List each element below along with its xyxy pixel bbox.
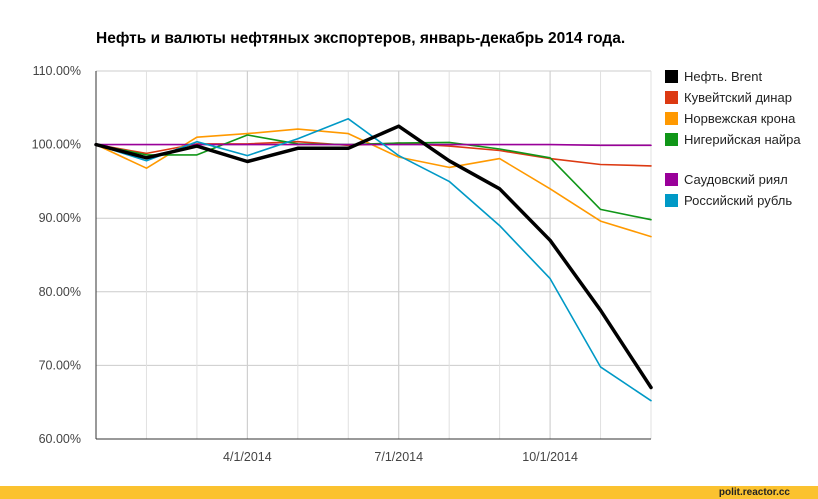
watermark: polit.reactor.cc [718,487,790,498]
x-tick-label: 10/1/2014 [522,450,578,464]
legend-label: Российский рубль [684,193,793,208]
legend-item: Нигерийская найра [665,129,815,169]
y-tick-label: 80.00% [39,285,81,299]
legend-item: Нефть. Brent [665,66,815,87]
legend-label: Нигерийская найра [684,132,801,147]
legend-item: Норвежская крона [665,108,815,129]
series-line-5 [95,143,652,147]
series-line-1 [94,124,653,390]
y-tick-label: 60.00% [39,432,81,446]
x-tick-label: 7/1/2014 [374,450,423,464]
tick-labels: 110.00% 100.00% 90.00% 80.00% 70.00% 60.00% 4/… [32,64,578,464]
axes [95,71,651,440]
legend-swatch [665,194,678,207]
legend-item: Российский рубль [665,190,815,211]
legend-label: Кувейтский динар [684,90,792,105]
legend-swatch [665,112,678,125]
gridlines [95,70,652,440]
footer-bar: polit.reactor.cc [0,486,818,499]
legend-item: Кувейтский динар [665,87,815,108]
series-lines [94,118,653,402]
legend-item: Саудовский риял [665,169,815,190]
legend-swatch [665,133,678,146]
x-tick-label: 4/1/2014 [223,450,272,464]
legend-label: Норвежская крона [684,111,796,126]
y-tick-label: 100.00% [32,138,81,152]
legend-swatch [665,70,678,83]
chart-title: Нефть и валюты нефтяных экспортеров, янв… [96,30,626,47]
legend-label: Нефть. Brent [684,69,763,84]
legend-swatch [665,91,678,104]
legend-label: Саудовский риял [684,172,788,187]
legend-swatch [665,173,678,186]
y-tick-label: 110.00% [33,64,81,78]
legend: Нефть. Brent Кувейтский динар Норвежская к… [665,66,815,211]
y-tick-label: 90.00% [39,211,81,225]
y-tick-label: 70.00% [39,358,81,372]
